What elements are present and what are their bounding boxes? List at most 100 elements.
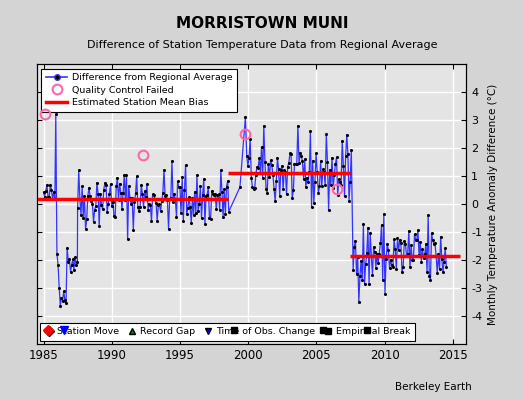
Point — [171, 196, 180, 203]
Y-axis label: Monthly Temperature Anomaly Difference (°C): Monthly Temperature Anomaly Difference (… — [488, 83, 498, 325]
Point — [126, 194, 134, 201]
Point — [297, 153, 305, 159]
Point — [199, 192, 207, 199]
Point — [125, 183, 133, 190]
Point — [188, 195, 196, 201]
Point — [88, 200, 96, 207]
Point — [325, 167, 334, 173]
Point — [44, 194, 52, 200]
Point — [263, 190, 271, 196]
Point — [56, 302, 64, 309]
Point — [378, 277, 387, 283]
Point — [81, 226, 90, 232]
Point — [248, 184, 257, 190]
Point — [366, 230, 374, 236]
Point — [310, 199, 318, 206]
Point — [262, 186, 270, 192]
Point — [343, 131, 351, 138]
Point — [113, 175, 122, 181]
Point — [151, 196, 159, 202]
Point — [429, 237, 437, 244]
Point — [286, 150, 294, 157]
Point — [425, 272, 433, 279]
Point — [149, 192, 158, 198]
Point — [367, 252, 376, 259]
Point — [428, 230, 436, 236]
Text: Berkeley Earth: Berkeley Earth — [395, 382, 472, 392]
Point — [269, 171, 277, 178]
Point — [363, 250, 371, 256]
Point — [194, 208, 202, 214]
Point — [273, 154, 281, 161]
Point — [70, 266, 78, 273]
Point — [205, 215, 214, 221]
Point — [329, 184, 337, 191]
Point — [50, 189, 58, 195]
Point — [355, 299, 363, 305]
Point — [72, 262, 80, 268]
Point — [361, 281, 369, 287]
Point — [279, 186, 287, 192]
Point — [140, 188, 149, 194]
Point — [392, 266, 400, 272]
Point — [189, 212, 198, 218]
Point — [82, 216, 91, 223]
Point — [405, 228, 413, 234]
Point — [112, 183, 121, 190]
Point — [243, 152, 251, 159]
Point — [257, 144, 266, 150]
Point — [168, 158, 176, 164]
Point — [152, 199, 160, 206]
Point — [323, 158, 332, 165]
Point — [396, 237, 404, 243]
Point — [51, 111, 60, 118]
Point — [412, 237, 421, 243]
Point — [97, 202, 106, 208]
Point — [249, 186, 258, 192]
Point — [225, 208, 233, 215]
Point — [311, 178, 319, 185]
Point — [277, 167, 285, 173]
Point — [318, 183, 326, 190]
Point — [51, 196, 59, 202]
Point — [271, 198, 279, 204]
Point — [145, 201, 154, 207]
Point — [417, 259, 425, 265]
Point — [136, 204, 144, 210]
Point — [369, 244, 378, 250]
Point — [71, 254, 79, 260]
Point — [305, 168, 313, 175]
Point — [75, 196, 84, 202]
Point — [324, 207, 333, 213]
Point — [438, 256, 446, 262]
Point — [388, 262, 396, 269]
Point — [95, 223, 103, 229]
Point — [184, 204, 192, 211]
Point — [209, 191, 217, 198]
Point — [354, 254, 362, 260]
Point — [302, 184, 310, 190]
Point — [241, 114, 249, 120]
Point — [133, 173, 141, 180]
Point — [426, 276, 434, 283]
Point — [155, 201, 163, 208]
Point — [381, 291, 389, 297]
Point — [419, 255, 428, 262]
Point — [399, 264, 407, 270]
Point — [169, 199, 177, 205]
Point — [356, 273, 364, 279]
Point — [186, 204, 194, 210]
Point — [439, 269, 447, 275]
Point — [143, 181, 151, 187]
Point — [236, 184, 244, 190]
Point — [401, 241, 410, 247]
Point — [107, 203, 116, 210]
Point — [160, 167, 168, 173]
Point — [246, 136, 254, 142]
Point — [99, 206, 107, 212]
Point — [185, 194, 193, 201]
Point — [80, 192, 89, 199]
Point — [421, 251, 429, 257]
Point — [372, 264, 380, 271]
Point — [313, 169, 321, 175]
